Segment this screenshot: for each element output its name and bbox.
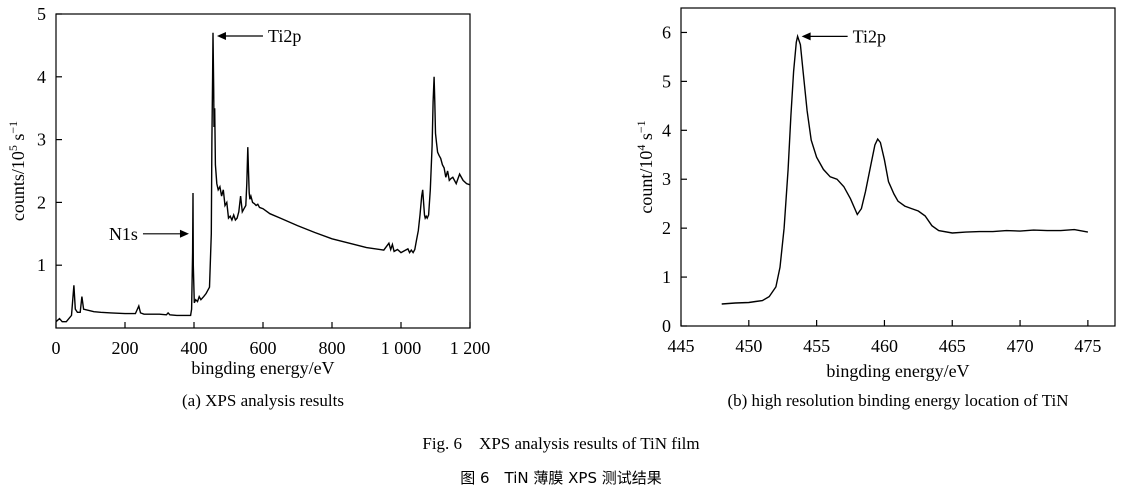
chart-b-x-axis-title: bingding energy/eV bbox=[826, 361, 969, 381]
chart-a-frame bbox=[55, 13, 471, 329]
chart-b-y-tick-label: 5 bbox=[662, 71, 671, 91]
chart-b-x-tick-label: 465 bbox=[939, 336, 966, 356]
chart-b-x-tick-label: 450 bbox=[735, 336, 762, 356]
chart-a: 1 2 3 4 5 0 200 400 600 800 1 000 1 200 Ti2p N1s bi… bbox=[6, 4, 490, 410]
chart-b: 0 1 2 3 4 5 6 445 450 455 460 465 470 475 Ti2p bingd… bbox=[634, 7, 1116, 410]
chart-b-x-tick-label: 475 bbox=[1074, 336, 1101, 356]
chart-a-x-tick-label: 600 bbox=[250, 338, 277, 358]
chart-a-y-tick-label: 1 bbox=[37, 255, 46, 275]
figure-caption-zh: 图 6 TiN 薄膜 XPS 测试结果 bbox=[460, 469, 662, 487]
chart-a-y-tick-label: 3 bbox=[37, 130, 46, 150]
chart-a-annotation-arrowhead bbox=[179, 229, 189, 238]
chart-a-x-axis-title: bingding energy/eV bbox=[191, 358, 334, 378]
chart-a-x-tick-label: 1 000 bbox=[381, 338, 422, 358]
chart-b-y-tick-label: 2 bbox=[662, 218, 671, 238]
chart-a-y-tick-label: 4 bbox=[37, 67, 46, 87]
chart-a-series-line bbox=[55, 32, 471, 323]
chart-a-annotation-arrowhead bbox=[216, 31, 226, 40]
chart-b-annotation-label: Ti2p bbox=[853, 26, 886, 46]
chart-b-y-tick-label: 6 bbox=[662, 22, 671, 42]
chart-a-annotation-label: Ti2p bbox=[268, 26, 301, 46]
chart-a-y-axis-title: counts/105 s−1 bbox=[6, 121, 28, 221]
chart-a-x-tick-label: 800 bbox=[319, 338, 346, 358]
chart-a-x-tick-label: 1 200 bbox=[450, 338, 491, 358]
chart-a-annotation-label: N1s bbox=[109, 224, 138, 244]
chart-b-series-line bbox=[721, 33, 1089, 305]
chart-a-y-tick-label: 5 bbox=[37, 4, 46, 24]
chart-b-x-tick-label: 460 bbox=[871, 336, 898, 356]
chart-b-x-tick-label: 455 bbox=[803, 336, 830, 356]
chart-a-x-tick-label: 200 bbox=[112, 338, 139, 358]
chart-b-annotation-arrowhead bbox=[801, 32, 811, 41]
chart-b-y-tick-label: 3 bbox=[662, 169, 671, 189]
chart-b-x-tick-label: 470 bbox=[1007, 336, 1034, 356]
chart-a-caption: (a) XPS analysis results bbox=[182, 391, 344, 410]
chart-b-y-tick-label: 1 bbox=[662, 267, 671, 287]
chart-a-x-tick-label: 0 bbox=[52, 338, 61, 358]
chart-b-x-tick-label: 445 bbox=[668, 336, 695, 356]
chart-b-frame bbox=[680, 7, 1116, 327]
chart-b-caption: (b) high resolution binding energy locat… bbox=[727, 391, 1068, 410]
chart-a-y-tick-label: 2 bbox=[37, 192, 46, 212]
chart-b-y-tick-label: 4 bbox=[662, 120, 671, 140]
figure-caption-en: Fig. 6 XPS analysis results of TiN film bbox=[422, 434, 700, 453]
chart-b-y-axis-title: count/104 s−1 bbox=[634, 120, 656, 213]
chart-b-y-tick-label: 0 bbox=[662, 316, 671, 336]
chart-a-x-tick-label: 400 bbox=[181, 338, 208, 358]
